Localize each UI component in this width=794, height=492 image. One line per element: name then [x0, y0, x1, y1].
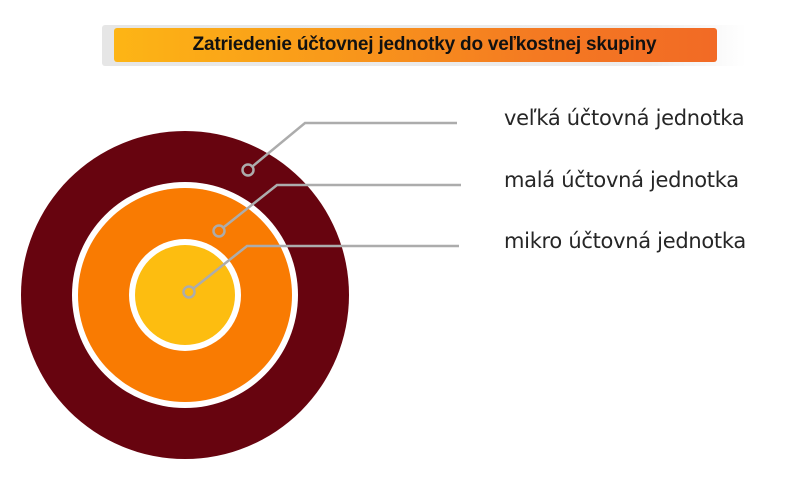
connector-dot-icon — [241, 163, 255, 177]
label-micro-entity: mikro účtovná jednotka — [504, 229, 746, 253]
connector-dot-icon — [212, 224, 226, 238]
diagram-title: Zatriedenie účtovnej jednotky do veľkost… — [192, 34, 657, 55]
connector-dot-icon — [182, 285, 196, 299]
label-small-entity: malá účtovná jednotka — [504, 168, 739, 192]
title-banner: Zatriedenie účtovnej jednotky do veľkost… — [114, 28, 717, 62]
connector-micro — [182, 244, 459, 299]
connector-small — [212, 183, 461, 238]
connector-large — [241, 121, 457, 177]
label-large-entity: veľká účtovná jednotka — [504, 106, 745, 130]
